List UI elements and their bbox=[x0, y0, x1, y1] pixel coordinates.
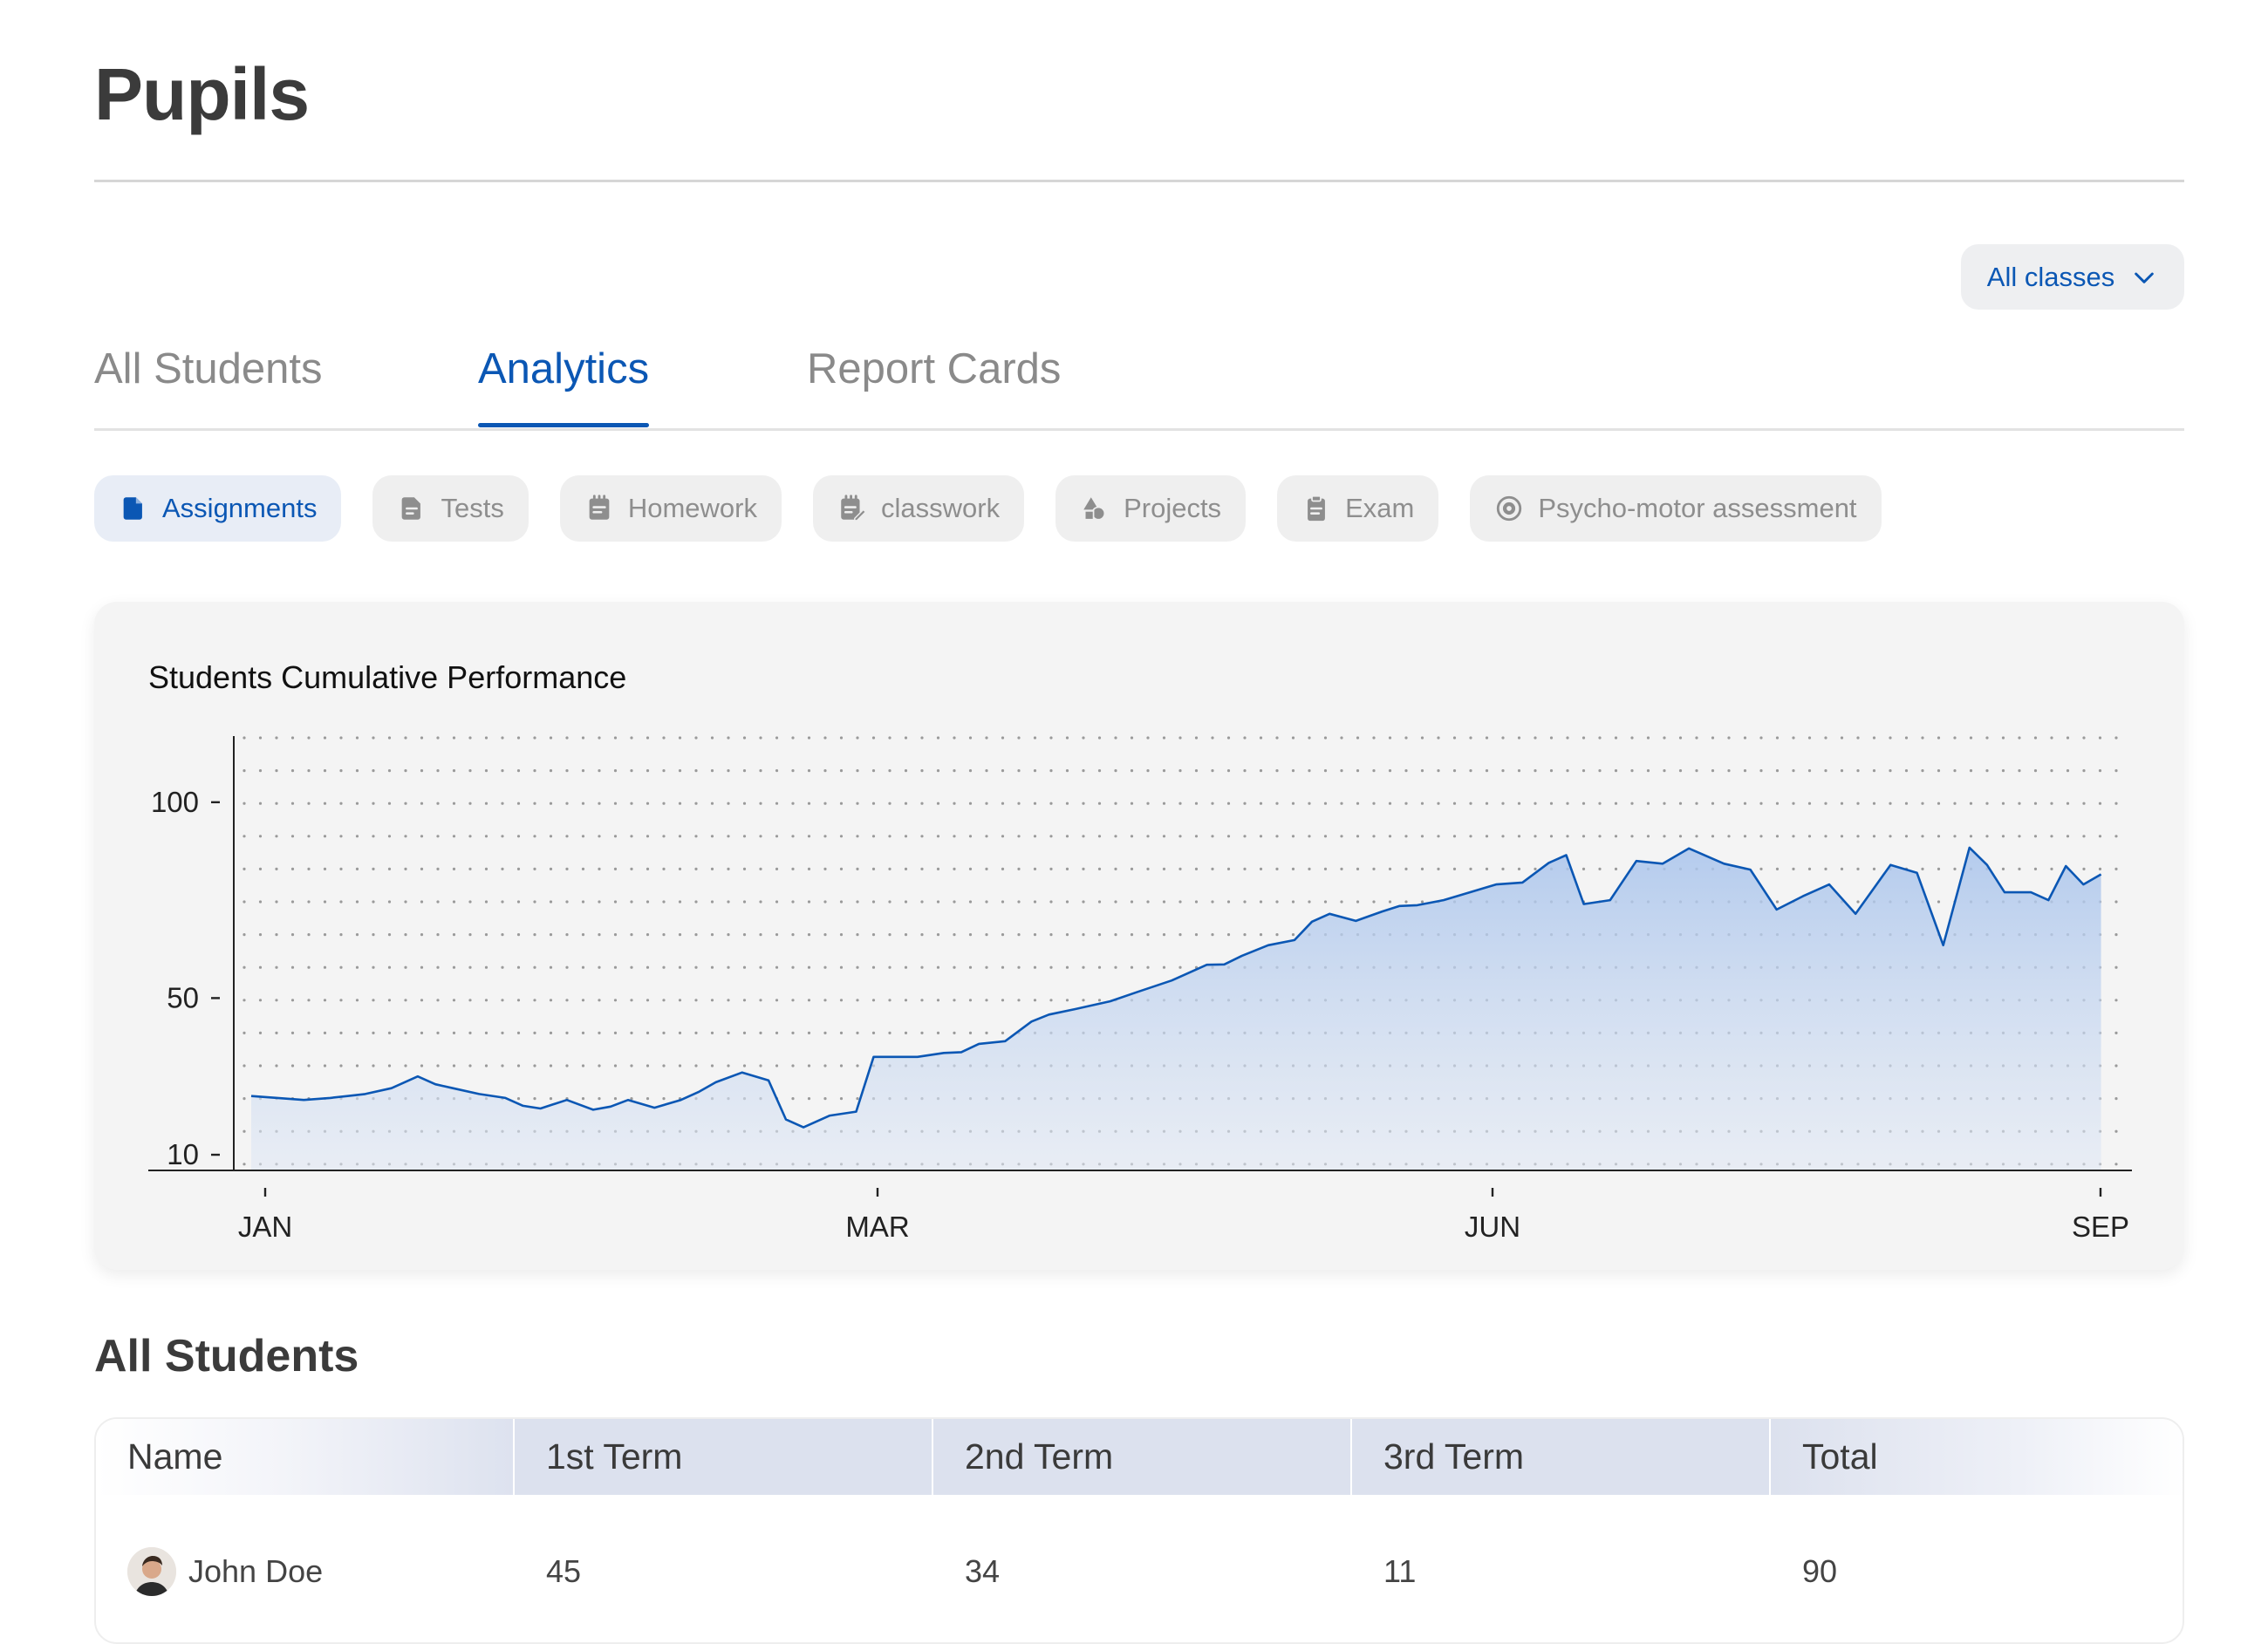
filter-chip-label: Psycho-motor assessment bbox=[1538, 493, 1857, 523]
filter-chip-label: Tests bbox=[441, 493, 504, 523]
filter-chip-psycho-motor-assessment[interactable]: Psycho-motor assessment bbox=[1470, 475, 1882, 542]
column-header-2nd-term[interactable]: 2nd Term bbox=[933, 1419, 1350, 1495]
y-tick-label: 10 bbox=[167, 1138, 199, 1170]
filter-chip-tests[interactable]: Tests bbox=[372, 475, 529, 542]
avatar bbox=[127, 1547, 176, 1596]
performance-chart: 100 50 10 JAN MAR JUN SEP bbox=[148, 736, 2132, 1243]
performance-chart-card: Students Cumulative Performance 100 50 10 J… bbox=[94, 602, 2184, 1270]
column-header-1st-term[interactable]: 1st Term bbox=[515, 1419, 932, 1495]
filter-chip-exam[interactable]: Exam bbox=[1277, 475, 1439, 542]
student-name: John Doe bbox=[188, 1553, 324, 1589]
tab-report-cards[interactable]: Report Cards bbox=[807, 345, 1062, 392]
term1-score: 45 bbox=[546, 1553, 582, 1589]
total-score: 90 bbox=[1802, 1553, 1838, 1589]
active-tab-indicator bbox=[478, 423, 649, 427]
filter-chip-assignments[interactable]: Assignments bbox=[94, 475, 342, 542]
y-tick-label: 50 bbox=[167, 981, 199, 1013]
filter-chip-homework[interactable]: Homework bbox=[559, 475, 782, 542]
title-divider bbox=[94, 180, 2184, 182]
class-filter-dropdown[interactable]: All classes bbox=[1961, 244, 2184, 310]
test-paper-icon bbox=[402, 497, 421, 520]
filter-chip-projects[interactable]: Projects bbox=[1055, 475, 1247, 542]
students-section-title: All Students bbox=[94, 1331, 359, 1381]
target-icon bbox=[1497, 495, 1522, 522]
class-filter-label: All classes bbox=[1986, 261, 2115, 292]
term2-score: 34 bbox=[965, 1553, 1001, 1589]
assessment-filter-chips: Assignments Tests Homework classwork Pro… bbox=[94, 475, 1882, 542]
chart-title: Students Cumulative Performance bbox=[148, 659, 627, 695]
tabs-divider bbox=[94, 428, 2184, 431]
x-tick-label: JAN bbox=[238, 1211, 292, 1243]
y-tick-label: 100 bbox=[151, 786, 199, 818]
term3-score: 11 bbox=[1383, 1553, 1417, 1589]
table-header: Name 1st Term 2nd Term 3rd Term Total bbox=[96, 1419, 2183, 1495]
view-tabs: All Students Analytics Report Cards bbox=[94, 344, 2184, 430]
filter-chip-label: Assignments bbox=[162, 493, 318, 523]
notepad-icon bbox=[589, 495, 610, 520]
filter-chip-label: Homework bbox=[627, 493, 757, 523]
students-table: Name 1st Term 2nd Term 3rd Term Total Jo… bbox=[94, 1417, 2184, 1644]
edit-notepad-icon bbox=[841, 495, 867, 522]
column-header-name[interactable]: Name bbox=[96, 1419, 513, 1495]
series-line bbox=[250, 846, 2102, 1129]
x-tick-label: SEP bbox=[2072, 1211, 2129, 1243]
document-icon bbox=[123, 497, 142, 520]
filter-chip-label: Projects bbox=[1124, 493, 1222, 523]
student-name-cell: John Doe bbox=[127, 1541, 323, 1602]
tab-analytics[interactable]: Analytics bbox=[478, 345, 650, 392]
clipboard-icon bbox=[1308, 495, 1325, 522]
chevron-down-icon bbox=[2135, 272, 2155, 283]
filter-chip-label: Exam bbox=[1345, 493, 1415, 523]
tab-all-students[interactable]: All Students bbox=[94, 345, 323, 392]
filter-chip-label: classwork bbox=[880, 493, 1001, 523]
filter-chip-classwork[interactable]: classwork bbox=[812, 475, 1025, 542]
series-area bbox=[251, 847, 2101, 1170]
column-header-total[interactable]: Total bbox=[1771, 1419, 2183, 1495]
x-tick-label: MAR bbox=[845, 1211, 909, 1243]
x-tick-label: JUN bbox=[1465, 1211, 1520, 1243]
column-header-3rd-term[interactable]: 3rd Term bbox=[1352, 1419, 1769, 1495]
shapes-icon bbox=[1083, 497, 1106, 521]
table-row[interactable]: John Doe 45 34 11 90 bbox=[96, 1541, 2183, 1602]
page-title: Pupils bbox=[94, 53, 310, 135]
